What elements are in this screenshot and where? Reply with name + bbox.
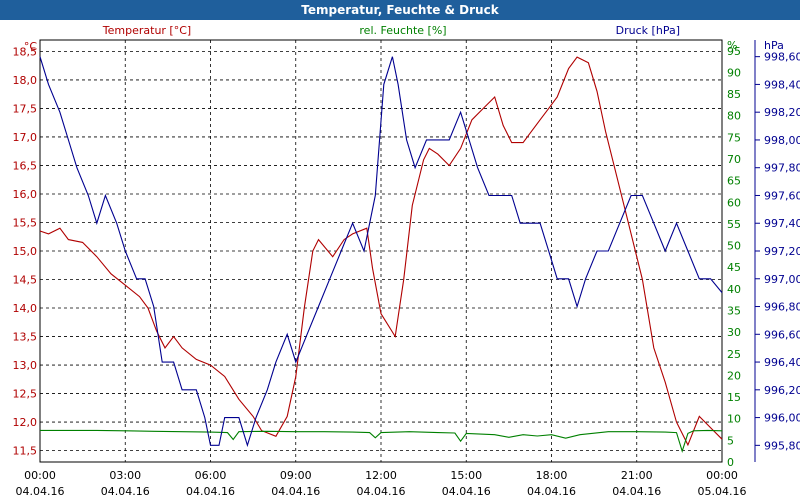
pressure-tick: 996,80 <box>764 301 800 314</box>
pressure-tick: 996,20 <box>764 384 800 397</box>
pressure-tick: 998,40 <box>764 78 800 91</box>
humidity-tick: 25 <box>727 348 741 361</box>
temperature-tick: 17,5 <box>13 102 38 115</box>
temperature-tick: 18,5 <box>13 45 38 58</box>
temperature-tick: 12,5 <box>13 388 38 401</box>
humidity-tick: 60 <box>727 196 741 209</box>
humidity-tick: 55 <box>727 218 741 231</box>
humidity-tick: 5 <box>727 434 734 447</box>
humidity-tick: 45 <box>727 261 741 274</box>
x-tick-date: 04.04.16 <box>527 485 576 498</box>
temperature-tick: 15,0 <box>13 245 38 258</box>
humidity-tick: 80 <box>727 110 741 123</box>
x-tick-time: 03:00 <box>109 469 141 482</box>
humidity-tick: 35 <box>727 305 741 318</box>
humidity-tick: 0 <box>727 456 734 469</box>
temperature-tick: 17,0 <box>13 131 38 144</box>
series-line-temperature <box>39 56 723 447</box>
temperature-tick: 16,0 <box>13 188 38 201</box>
x-tick-time: 09:00 <box>280 469 312 482</box>
pressure-tick: 996,40 <box>764 356 800 369</box>
temperature-tick: 12,0 <box>13 416 38 429</box>
humidity-tick: 50 <box>727 240 741 253</box>
humidity-tick: 95 <box>727 45 741 58</box>
x-tick-time: 18:00 <box>536 469 568 482</box>
x-tick-date: 04.04.16 <box>271 485 320 498</box>
pressure-tick: 997,60 <box>764 189 800 202</box>
pressure-tick: 997,00 <box>764 273 800 286</box>
temperature-tick: 18,0 <box>13 74 38 87</box>
pressure-tick: 997,80 <box>764 162 800 175</box>
x-tick-time: 00:00 <box>24 469 56 482</box>
humidity-unit: % <box>727 39 737 52</box>
humidity-tick: 75 <box>727 131 741 144</box>
pressure-tick: 997,40 <box>764 217 800 230</box>
temperature-tick: 14,5 <box>13 274 38 287</box>
humidity-tick: 20 <box>727 369 741 382</box>
humidity-tick: 30 <box>727 326 741 339</box>
temperature-tick: 13,0 <box>13 359 38 372</box>
temperature-tick: 15,5 <box>13 216 38 229</box>
x-tick-date: 04.04.16 <box>442 485 491 498</box>
x-tick-time: 12:00 <box>365 469 397 482</box>
x-tick-date: 04.04.16 <box>101 485 150 498</box>
temperature-unit: °C <box>24 40 38 53</box>
temperature-tick: 11,5 <box>13 445 38 458</box>
temperature-tick: 16,5 <box>13 159 38 172</box>
x-tick-time: 15:00 <box>450 469 482 482</box>
humidity-axis-label: rel. Feuchte [%] <box>359 24 446 37</box>
pressure-unit: hPa <box>764 39 784 52</box>
x-tick-time: 21:00 <box>621 469 653 482</box>
x-tick-time: 06:00 <box>195 469 227 482</box>
temperature-axis-label: Temperatur [°C] <box>102 24 191 37</box>
humidity-tick: 10 <box>727 413 741 426</box>
pressure-tick: 998,60 <box>764 51 800 64</box>
temperature-tick: 14,0 <box>13 302 38 315</box>
pressure-tick: 996,60 <box>764 328 800 341</box>
pressure-tick: 995,80 <box>764 439 800 452</box>
pressure-axis-label: Druck [hPa] <box>616 24 680 37</box>
temperature-tick: 13,5 <box>13 331 38 344</box>
x-tick-date: 04.04.16 <box>357 485 406 498</box>
series-line-humidity <box>40 429 723 454</box>
humidity-tick: 85 <box>727 88 741 101</box>
humidity-tick: 70 <box>727 153 741 166</box>
x-tick-date: 04.04.16 <box>612 485 661 498</box>
humidity-tick: 65 <box>727 175 741 188</box>
pressure-tick: 998,20 <box>764 106 800 119</box>
x-tick-date: 04.04.16 <box>16 485 65 498</box>
window-title: Temperatur, Feuchte & Druck <box>0 0 800 20</box>
x-tick-date: 05.04.16 <box>698 485 747 498</box>
pressure-tick: 996,00 <box>764 412 800 425</box>
humidity-tick: 90 <box>727 66 741 79</box>
humidity-tick: 40 <box>727 283 741 296</box>
pressure-tick: 998,00 <box>764 134 800 147</box>
x-tick-time: 00:00 <box>706 469 738 482</box>
pressure-tick: 997,20 <box>764 245 800 258</box>
series-line-pressure <box>39 56 723 448</box>
x-tick-date: 04.04.16 <box>186 485 235 498</box>
humidity-tick: 15 <box>727 391 741 404</box>
